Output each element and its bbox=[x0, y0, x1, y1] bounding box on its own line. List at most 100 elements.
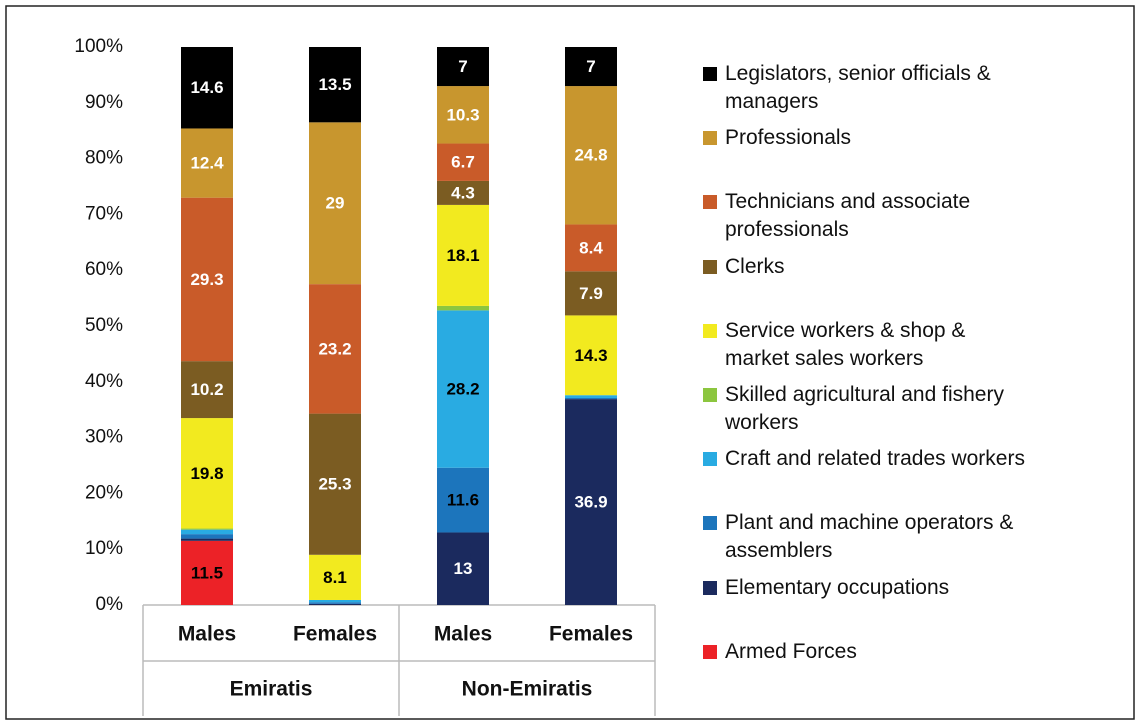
bar-segment bbox=[309, 47, 361, 123]
data-label: 11.6 bbox=[447, 491, 479, 510]
legend-label: Technicians and associate professionals bbox=[725, 190, 971, 242]
legend-item: Craft and related trades workers bbox=[703, 445, 1103, 509]
legend-swatch bbox=[703, 580, 717, 595]
legend-label: Plant and machine operators & assemblers bbox=[725, 511, 1014, 563]
legend-label: Legislators, senior officials & managers bbox=[725, 62, 991, 113]
y-tick-label: 70% bbox=[85, 203, 123, 224]
bar-segment bbox=[437, 204, 489, 306]
data-label: 10.3 bbox=[446, 105, 479, 124]
bar-segment bbox=[437, 310, 489, 468]
legend-swatch bbox=[703, 387, 717, 402]
legend-label: Craft and related trades workers bbox=[725, 447, 1025, 471]
data-label: 8.4 bbox=[579, 238, 603, 257]
bar-segment bbox=[565, 86, 617, 225]
bar-segment bbox=[181, 528, 233, 530]
legend-swatch bbox=[703, 644, 717, 659]
bar-segment bbox=[565, 399, 617, 605]
legend-swatch bbox=[703, 259, 717, 274]
bar-segment bbox=[437, 305, 489, 311]
legend-item: Skilled agricultural and fishery workers bbox=[703, 381, 1103, 445]
frame bbox=[5, 5, 1135, 720]
legend-item: Legislators, senior officials & managers bbox=[703, 60, 1103, 124]
bar-segment bbox=[181, 197, 233, 362]
y-tick-label: 0% bbox=[96, 594, 124, 615]
legend-item: Clerks bbox=[703, 253, 1103, 317]
legend-swatch bbox=[703, 195, 717, 210]
legend-label: Armed Forces bbox=[725, 639, 857, 663]
data-label: 7 bbox=[458, 57, 467, 76]
legend-swatch bbox=[703, 323, 717, 338]
bar-segment bbox=[565, 224, 617, 272]
y-tick-label: 20% bbox=[85, 482, 123, 503]
data-label: 23.2 bbox=[318, 339, 351, 358]
bar-segment bbox=[565, 395, 617, 398]
x-tick-label: Females bbox=[293, 623, 377, 646]
bar-segment bbox=[565, 271, 617, 316]
y-tick-label: 90% bbox=[85, 92, 123, 113]
data-label: 6.7 bbox=[451, 153, 475, 172]
data-label: 8.1 bbox=[323, 568, 347, 587]
legend-label: Skilled agricultural and fishery workers bbox=[725, 382, 1004, 434]
x-tick-label: Females bbox=[549, 623, 633, 646]
legend-swatch bbox=[703, 452, 717, 467]
data-label: 18.1 bbox=[446, 246, 479, 265]
data-label: 36.9 bbox=[574, 493, 607, 512]
bar-segment bbox=[181, 534, 233, 539]
bar-segment bbox=[181, 540, 233, 605]
legend-item: Armed Forces bbox=[703, 638, 1103, 702]
bar-segment bbox=[437, 532, 489, 605]
legend-label: Elementary occupations bbox=[725, 575, 950, 599]
legend-swatch bbox=[703, 131, 717, 146]
group-label: Emiratis bbox=[230, 678, 313, 701]
legend-swatch bbox=[703, 516, 717, 531]
data-label: 13 bbox=[454, 559, 473, 578]
x-tick-label: Males bbox=[178, 623, 236, 646]
data-label: 7 bbox=[586, 57, 595, 76]
bar-segment bbox=[565, 397, 617, 400]
bar-segment bbox=[181, 47, 233, 129]
bar-segment bbox=[437, 86, 489, 144]
bar-segment bbox=[309, 602, 361, 604]
data-label: 7.9 bbox=[579, 284, 603, 303]
bar-segment bbox=[181, 418, 233, 529]
bar-segment bbox=[437, 180, 489, 205]
data-label: 11.5 bbox=[191, 563, 223, 582]
data-label: 13.5 bbox=[318, 75, 351, 94]
bar-segment bbox=[437, 467, 489, 533]
bar-segment bbox=[437, 47, 489, 87]
legend-item: Technicians and associate professionals bbox=[703, 188, 1103, 252]
legend-item: Elementary occupations bbox=[703, 574, 1103, 638]
data-label: 25.3 bbox=[318, 475, 351, 494]
group-label: Non-Emiratis bbox=[462, 678, 593, 701]
data-label: 29 bbox=[326, 194, 345, 213]
legend-item: Professionals bbox=[703, 124, 1103, 188]
y-tick-label: 60% bbox=[85, 259, 123, 280]
data-label: 12.4 bbox=[190, 154, 224, 173]
y-tick-label: 30% bbox=[85, 427, 123, 448]
data-label: 10.2 bbox=[190, 380, 223, 399]
legend: Legislators, senior officials & managers… bbox=[703, 60, 1103, 702]
bar-segment bbox=[309, 554, 361, 600]
bar-segment bbox=[309, 413, 361, 555]
legend-label: Clerks bbox=[725, 254, 785, 278]
bar-segment bbox=[565, 315, 617, 396]
data-label: 4.3 bbox=[451, 183, 475, 202]
bar-segment bbox=[181, 361, 233, 419]
bar-segment bbox=[181, 128, 233, 198]
y-tick-label: 50% bbox=[85, 315, 123, 336]
data-label: 14.3 bbox=[574, 346, 607, 365]
legend-label: Professionals bbox=[725, 126, 852, 150]
legend-label: Service workers & shop & market sales wo… bbox=[725, 318, 966, 370]
data-label: 29.3 bbox=[190, 270, 223, 289]
bar-segment bbox=[309, 599, 361, 603]
bar-segment bbox=[437, 143, 489, 181]
data-label: 19.8 bbox=[190, 464, 223, 483]
legend-item: Plant and machine operators & assemblers bbox=[703, 509, 1103, 573]
y-tick-label: 40% bbox=[85, 371, 123, 392]
y-tick-label: 10% bbox=[85, 538, 123, 559]
data-label: 28.2 bbox=[446, 380, 479, 399]
bar-segment bbox=[309, 284, 361, 414]
y-tick-label: 80% bbox=[85, 148, 123, 169]
